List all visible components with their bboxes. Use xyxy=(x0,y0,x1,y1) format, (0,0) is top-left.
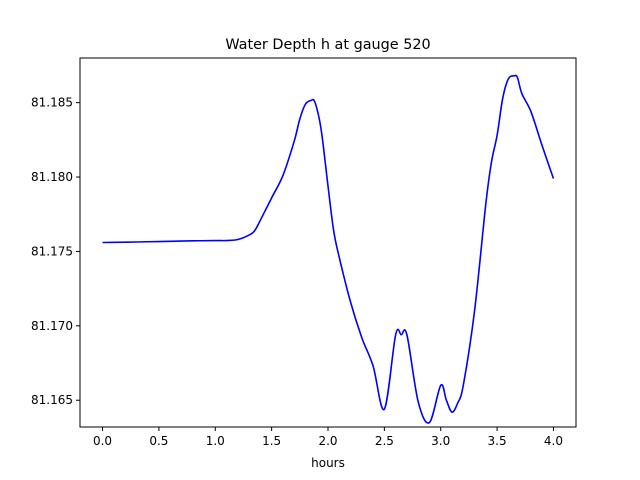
y-tick-label: 81.175 xyxy=(31,244,73,258)
y-tick-label: 81.185 xyxy=(31,96,73,110)
plot-area: 0.0 0.5 1.0 1.5 2.0 2.5 3.0 3.5 4.0 81.165 81.170 8… xyxy=(31,57,577,448)
y-tick-label: 81.170 xyxy=(31,319,73,333)
plot-frame xyxy=(79,57,577,428)
y-tick-label: 81.165 xyxy=(31,393,73,407)
x-tick-label: 3.5 xyxy=(488,434,507,448)
x-tick-label: 0.0 xyxy=(93,434,112,448)
x-tick-label: 1.0 xyxy=(206,434,225,448)
y-tick-label: 81.180 xyxy=(31,170,73,184)
x-tick-label: 3.0 xyxy=(431,434,450,448)
x-tick-label: 2.0 xyxy=(318,434,337,448)
x-tick-label: 4.0 xyxy=(544,434,563,448)
x-tick-label: 2.5 xyxy=(375,434,394,448)
chart-title: Water Depth h at gauge 520 xyxy=(225,37,430,53)
x-tick-label: 0.5 xyxy=(149,434,168,448)
series-line-0 xyxy=(102,74,555,424)
x-axis-label: hours xyxy=(311,456,345,470)
x-tick-label: 1.5 xyxy=(262,434,281,448)
